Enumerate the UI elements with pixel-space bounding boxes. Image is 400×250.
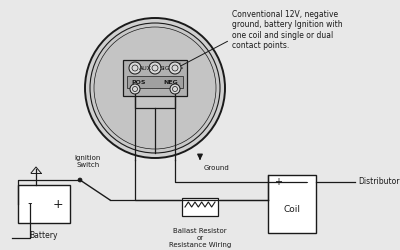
Text: -: - bbox=[304, 177, 308, 187]
Circle shape bbox=[94, 27, 216, 149]
Bar bbox=[268, 175, 316, 233]
Text: Ballast Resistor
or
Resistance Wiring: Ballast Resistor or Resistance Wiring bbox=[169, 228, 231, 248]
Text: AUX: AUX bbox=[138, 66, 152, 70]
Text: POS: POS bbox=[132, 80, 146, 84]
Circle shape bbox=[149, 62, 161, 74]
Bar bbox=[182, 198, 218, 216]
Text: Ignition
Switch: Ignition Switch bbox=[75, 155, 101, 168]
Text: Distributor: Distributor bbox=[358, 178, 400, 186]
Circle shape bbox=[129, 62, 141, 74]
Circle shape bbox=[170, 84, 180, 94]
Bar bbox=[123, 60, 187, 96]
Text: Ground: Ground bbox=[204, 165, 230, 171]
Circle shape bbox=[85, 18, 225, 158]
Bar bbox=[127, 76, 183, 88]
Circle shape bbox=[90, 23, 220, 153]
Text: NEG: NEG bbox=[164, 80, 178, 84]
Bar bbox=[18, 185, 70, 223]
Circle shape bbox=[78, 178, 82, 182]
Circle shape bbox=[130, 84, 140, 94]
Circle shape bbox=[169, 62, 181, 74]
Text: +: + bbox=[274, 177, 282, 187]
Text: +: + bbox=[53, 198, 63, 210]
Text: SIG: SIG bbox=[160, 66, 170, 70]
Text: -: - bbox=[28, 198, 32, 210]
Text: Conventional 12V, negative
ground, battery Ignition with
one coil and single or : Conventional 12V, negative ground, batte… bbox=[232, 10, 343, 50]
Text: Battery: Battery bbox=[30, 231, 58, 240]
Text: Coil: Coil bbox=[284, 204, 300, 214]
